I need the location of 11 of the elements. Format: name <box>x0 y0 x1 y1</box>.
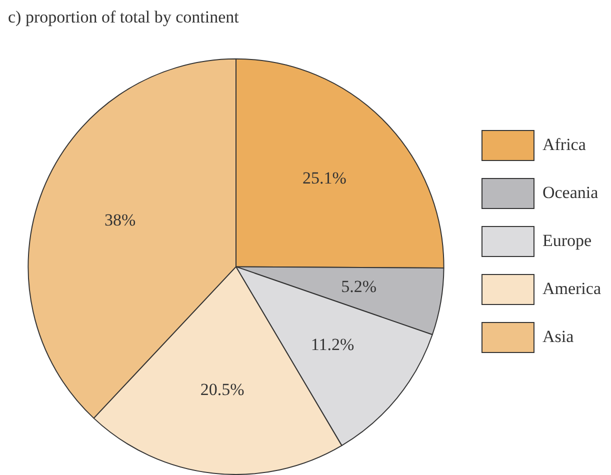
data-label: 25.1% <box>302 168 346 188</box>
legend-label: Oceania <box>542 182 599 202</box>
data-label: 11.2% <box>310 335 354 354</box>
legend-label: Asia <box>542 326 574 346</box>
data-label: 20.5% <box>200 380 244 400</box>
legend-label: America <box>542 278 602 298</box>
legend-label: Europe <box>542 230 592 250</box>
data-label: 5.2% <box>341 277 377 296</box>
data-label: 38% <box>104 210 136 230</box>
chart-title: c) proportion of total by continent <box>8 8 240 27</box>
legend-label: Africa <box>542 134 586 154</box>
